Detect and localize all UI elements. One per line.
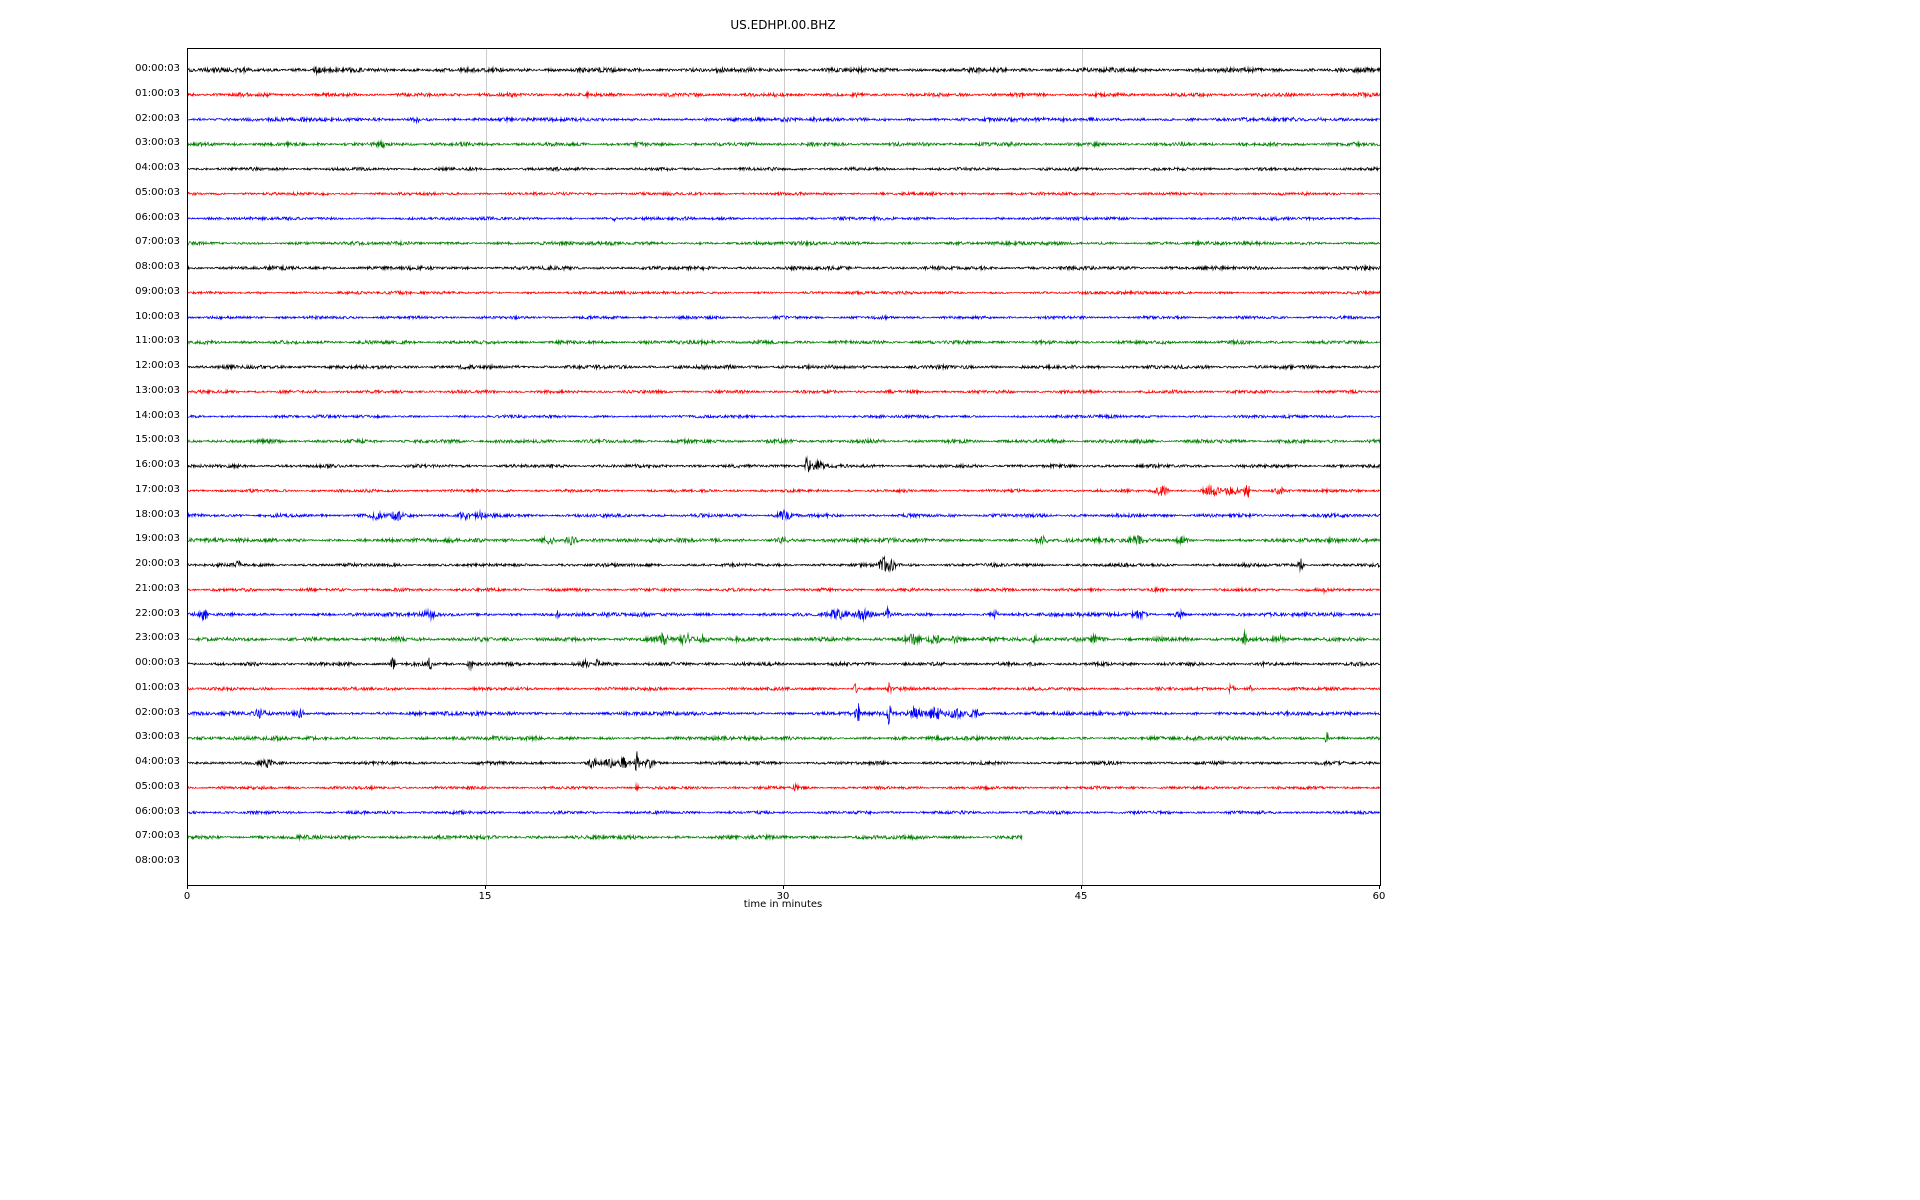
trace-time-label: 05:00:03 [135, 186, 180, 198]
trace-time-label: 20:00:03 [135, 558, 180, 569]
plot-area [187, 48, 1381, 886]
chart-title: US.EDHPI.00.BHZ [730, 18, 836, 32]
trace-time-label: 05:00:03 [135, 780, 180, 792]
trace-time-label: 04:00:03 [135, 756, 180, 767]
trace-time-label: 22:00:03 [135, 607, 180, 619]
trace-time-label: 11:00:03 [135, 335, 180, 347]
x-tick-mark [485, 885, 486, 889]
x-tick-label: 15 [478, 891, 492, 902]
trace-time-label: 02:00:03 [135, 706, 180, 718]
trace-time-label: 02:00:03 [135, 112, 180, 124]
trace-time-label: 01:00:03 [135, 87, 180, 99]
trace-time-label: 07:00:03 [135, 830, 180, 842]
x-axis-label: time in minutes [743, 899, 823, 910]
trace-time-label: 03:00:03 [135, 731, 180, 743]
x-tick-mark [783, 885, 784, 889]
trace-time-label: 03:00:03 [135, 137, 180, 149]
trace-time-label: 10:00:03 [135, 310, 180, 322]
trace-time-label: 21:00:03 [135, 582, 180, 594]
trace-time-label: 17:00:03 [135, 483, 180, 495]
x-tick-mark [1379, 885, 1380, 889]
trace-time-label: 16:00:03 [135, 459, 180, 470]
x-tick-label: 0 [183, 891, 191, 902]
trace-time-label: 07:00:03 [135, 236, 180, 248]
trace-time-label: 09:00:03 [135, 285, 180, 297]
trace-time-label: 04:00:03 [135, 162, 180, 173]
x-tick-label: 30 [776, 891, 790, 902]
trace-time-label: 00:00:03 [135, 657, 180, 668]
trace-time-label: 23:00:03 [135, 632, 180, 644]
trace-time-label: 12:00:03 [135, 360, 180, 371]
x-tick-mark [187, 885, 188, 889]
seismogram-traces [188, 49, 1380, 885]
x-tick-mark [1081, 885, 1082, 889]
x-tick-label: 60 [1372, 891, 1386, 902]
trace-time-label: 06:00:03 [135, 211, 180, 223]
trace-time-label: 19:00:03 [135, 533, 180, 545]
trace-time-label: 01:00:03 [135, 681, 180, 693]
trace-time-label: 06:00:03 [135, 805, 180, 817]
trace-time-label: 08:00:03 [135, 855, 180, 866]
x-tick-label: 45 [1074, 891, 1088, 902]
trace-time-label: 18:00:03 [135, 508, 180, 520]
trace-time-label: 15:00:03 [135, 434, 180, 446]
trace-time-label: 14:00:03 [135, 409, 180, 421]
trace-time-label: 08:00:03 [135, 261, 180, 272]
trace-time-label: 00:00:03 [135, 63, 180, 74]
trace-time-label: 13:00:03 [135, 384, 180, 396]
